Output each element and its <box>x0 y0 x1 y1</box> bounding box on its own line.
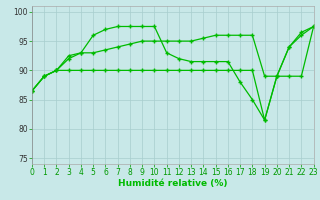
X-axis label: Humidité relative (%): Humidité relative (%) <box>118 179 228 188</box>
